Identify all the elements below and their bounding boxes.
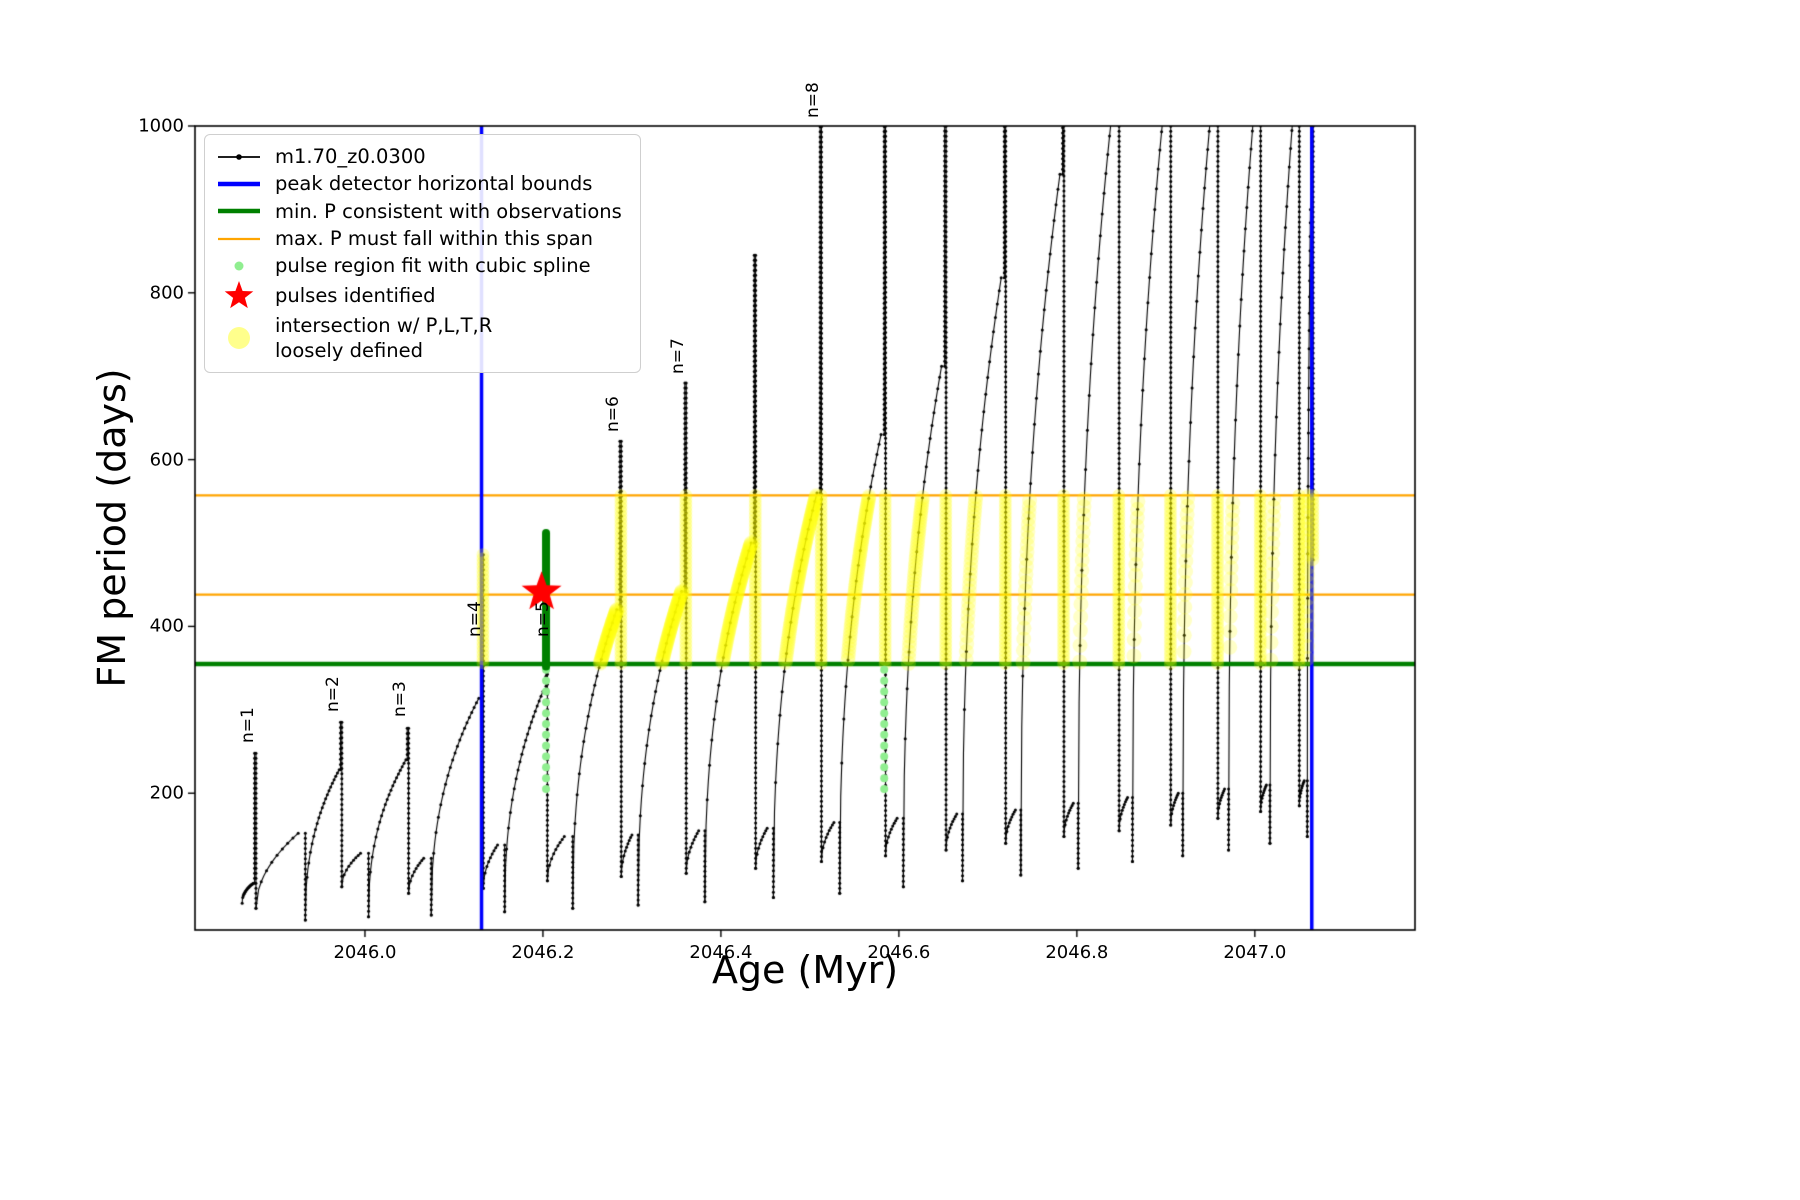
y-tick-label: 200 (149, 782, 184, 804)
legend-item: max. P must fall within this span (215, 226, 622, 251)
x-tick-label: 2046.8 (1045, 942, 1109, 963)
legend-label: m1.70_z0.0300 (275, 145, 426, 168)
legend-item: intersection w/ P,L,T,R loosely defined (215, 313, 622, 364)
legend-label: min. P consistent with observations (275, 199, 622, 223)
y-tick-label: 1000 (138, 115, 184, 137)
y-tick-label: 400 (149, 615, 184, 637)
intersection-dot-icon (215, 326, 263, 350)
min-period-line-icon (215, 199, 263, 223)
pulse-number-annotation: n=2 (323, 676, 344, 713)
pulse-number-annotation: n=6 (602, 396, 623, 433)
legend-item: pulse region fit with cubic spline (215, 253, 622, 278)
x-tick-label: 2046.6 (867, 942, 931, 963)
pulse-number-annotation: n=3 (390, 681, 411, 718)
series-line-icon (215, 145, 263, 169)
x-tick-label: 2047.0 (1223, 942, 1287, 963)
legend-item: peak detector horizontal bounds (215, 171, 622, 196)
spline-dot-icon (215, 254, 263, 278)
legend-item: min. P consistent with observations (215, 199, 622, 224)
pulse-number-annotation: n=8 (803, 81, 824, 118)
legend-label: intersection w/ P,L,T,R loosely defined (275, 313, 493, 363)
pulse-number-annotation: n=1 (237, 707, 258, 744)
x-tick-label: 2046.0 (333, 942, 397, 963)
max-period-line-icon (215, 227, 263, 251)
legend-label: pulse region fit with cubic spline (275, 254, 591, 278)
peak-bounds-line-icon (215, 172, 263, 196)
x-axis-label: Age (Myr) (711, 948, 899, 992)
pulse-number-annotation: n=5 (532, 600, 553, 637)
legend-label: max. P must fall within this span (275, 227, 594, 251)
x-tick-label: 2046.2 (511, 942, 575, 963)
y-tick-label: 800 (149, 282, 184, 304)
legend-label: pulses identified (275, 284, 436, 308)
pulses-star-icon (215, 280, 263, 311)
y-axis-label: FM period (days) (90, 368, 134, 688)
pulse-number-annotation: n=7 (667, 338, 688, 374)
x-tick-label: 2046.4 (689, 942, 753, 963)
legend-item: pulses identified (215, 280, 622, 311)
pulse-number-annotation: n=4 (464, 600, 485, 637)
y-tick-label: 600 (149, 449, 184, 471)
legend-item: m1.70_z0.0300 (215, 144, 622, 169)
legend-label: peak detector horizontal bounds (275, 172, 593, 196)
